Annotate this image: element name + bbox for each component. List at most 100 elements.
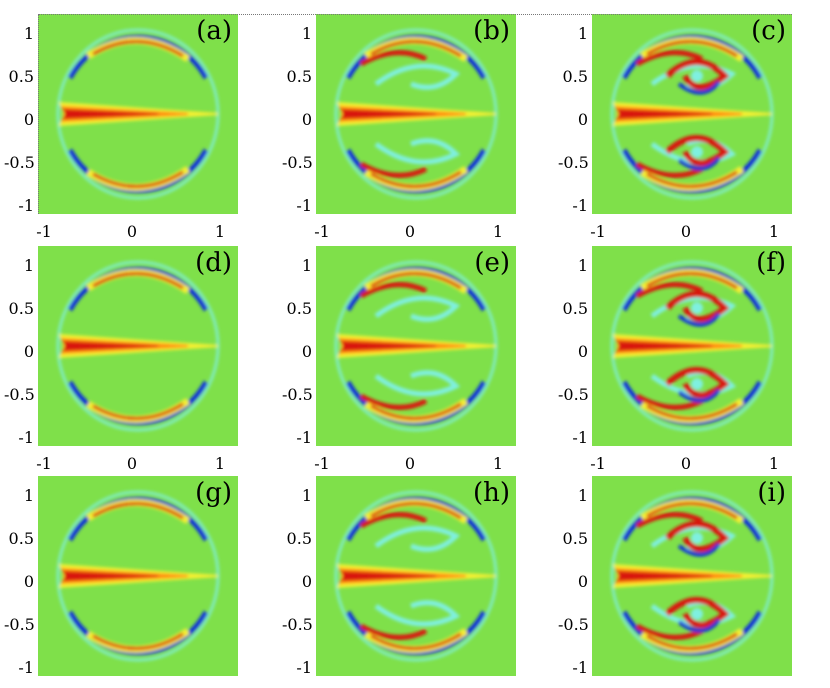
field-plot bbox=[56, 260, 220, 432]
y-tick-label: 1 bbox=[301, 486, 312, 505]
field-plot bbox=[56, 490, 220, 662]
panel-image bbox=[56, 28, 220, 200]
panel-image bbox=[610, 260, 774, 432]
y-tick-label: -0.5 bbox=[4, 385, 35, 404]
y-tick-label: -1 bbox=[296, 428, 312, 447]
y-tick-label: 1 bbox=[577, 486, 588, 505]
y-tick-label: 0 bbox=[301, 110, 312, 129]
x-tick-label: 1 bbox=[768, 454, 780, 473]
y-tick-label: -0.5 bbox=[558, 615, 589, 634]
x-tick-label: 0 bbox=[680, 454, 692, 473]
panel-c: (c) bbox=[592, 14, 792, 214]
y-tick-label: 0 bbox=[23, 342, 34, 361]
panel-f: (f) bbox=[592, 246, 792, 446]
y-tick-label: 1 bbox=[301, 24, 312, 43]
y-tick-label: -0.5 bbox=[4, 615, 35, 634]
panel-e: (e) bbox=[316, 246, 516, 446]
x-tick-label: 1 bbox=[214, 454, 226, 473]
x-tick-label: -1 bbox=[590, 222, 606, 241]
y-tick-label: 0 bbox=[577, 342, 588, 361]
x-tick-label: -1 bbox=[314, 222, 330, 241]
y-tick-label: 1 bbox=[23, 256, 34, 275]
y-tick-label: -0.5 bbox=[558, 385, 589, 404]
y-tick-label: -0.5 bbox=[282, 153, 313, 172]
y-tick-label: -0.5 bbox=[282, 615, 313, 634]
y-tick-label: 1 bbox=[301, 256, 312, 275]
panel-label: (i) bbox=[757, 478, 786, 508]
y-tick-label: -1 bbox=[18, 196, 34, 215]
y-tick-label: -0.5 bbox=[558, 153, 589, 172]
x-tick-label: 1 bbox=[492, 222, 504, 241]
field-plot bbox=[334, 490, 498, 662]
panel-label: (g) bbox=[195, 478, 232, 508]
y-tick-label: 0.5 bbox=[8, 67, 34, 86]
y-tick-label: 0 bbox=[577, 572, 588, 591]
y-tick-label: 0.5 bbox=[562, 529, 588, 548]
x-tick-label: 0 bbox=[126, 454, 138, 473]
y-tick-label: -1 bbox=[296, 196, 312, 215]
y-tick-label: 0.5 bbox=[562, 299, 588, 318]
panel-label: (b) bbox=[473, 16, 510, 46]
y-tick-label: 0 bbox=[301, 342, 312, 361]
x-tick-label: -1 bbox=[590, 454, 606, 473]
field-plot bbox=[334, 28, 498, 200]
panel-g: (g) bbox=[38, 476, 238, 676]
panel-image bbox=[56, 490, 220, 662]
panel-label: (h) bbox=[472, 478, 510, 508]
x-tick-label: 1 bbox=[214, 222, 226, 241]
y-tick-label: 0 bbox=[23, 110, 34, 129]
panel-image bbox=[334, 490, 498, 662]
panel-b: (b) bbox=[316, 14, 516, 214]
panel-image bbox=[610, 28, 774, 200]
x-tick-label: 0 bbox=[404, 222, 416, 241]
y-tick-label: 0 bbox=[23, 572, 34, 591]
y-tick-label: -1 bbox=[18, 658, 34, 677]
panel-image bbox=[334, 28, 498, 200]
y-tick-label: -1 bbox=[572, 428, 588, 447]
y-tick-label: 1 bbox=[23, 486, 34, 505]
y-tick-label: -0.5 bbox=[4, 153, 35, 172]
panel-image bbox=[610, 490, 774, 662]
panel-image bbox=[56, 260, 220, 432]
y-tick-label: -1 bbox=[572, 196, 588, 215]
left-dotted-border bbox=[38, 14, 39, 214]
panel-h: (h) bbox=[316, 476, 516, 676]
y-tick-label: 0 bbox=[301, 572, 312, 591]
field-plot bbox=[610, 28, 774, 200]
y-tick-label: -0.5 bbox=[282, 385, 313, 404]
panel-image bbox=[334, 260, 498, 432]
panel-d: (d) bbox=[38, 246, 238, 446]
x-tick-label: 1 bbox=[768, 222, 780, 241]
y-tick-label: 0.5 bbox=[286, 529, 312, 548]
y-tick-label: -1 bbox=[572, 658, 588, 677]
field-plot bbox=[334, 260, 498, 432]
x-tick-label: 0 bbox=[404, 454, 416, 473]
y-tick-label: 1 bbox=[577, 256, 588, 275]
y-tick-label: -1 bbox=[296, 658, 312, 677]
x-tick-label: 1 bbox=[492, 454, 504, 473]
panel-label: (e) bbox=[474, 248, 510, 278]
field-plot bbox=[610, 260, 774, 432]
x-tick-label: -1 bbox=[36, 222, 52, 241]
y-tick-label: 1 bbox=[23, 24, 34, 43]
y-tick-label: 0 bbox=[577, 110, 588, 129]
panel-a: (a) bbox=[38, 14, 238, 214]
panel-i: (i) bbox=[592, 476, 792, 676]
y-tick-label: 0.5 bbox=[8, 529, 34, 548]
y-tick-label: 0.5 bbox=[562, 67, 588, 86]
panel-label: (a) bbox=[196, 16, 232, 46]
x-tick-label: 0 bbox=[126, 222, 138, 241]
y-tick-label: 0.5 bbox=[286, 67, 312, 86]
y-tick-label: 1 bbox=[577, 24, 588, 43]
y-tick-label: 0.5 bbox=[286, 299, 312, 318]
top-dotted-border bbox=[38, 14, 792, 15]
panel-label: (d) bbox=[195, 248, 232, 278]
y-tick-label: 0.5 bbox=[8, 299, 34, 318]
field-plot bbox=[610, 490, 774, 662]
panel-label: (f) bbox=[756, 248, 786, 278]
x-tick-label: 0 bbox=[680, 222, 692, 241]
panel-label: (c) bbox=[751, 16, 786, 46]
y-tick-label: -1 bbox=[18, 428, 34, 447]
x-tick-label: -1 bbox=[314, 454, 330, 473]
